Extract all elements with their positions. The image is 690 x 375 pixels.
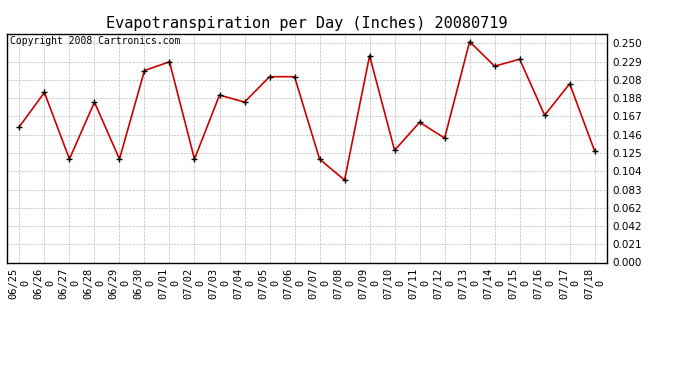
- Text: Copyright 2008 Cartronics.com: Copyright 2008 Cartronics.com: [10, 36, 180, 46]
- Title: Evapotranspiration per Day (Inches) 20080719: Evapotranspiration per Day (Inches) 2008…: [106, 16, 508, 31]
